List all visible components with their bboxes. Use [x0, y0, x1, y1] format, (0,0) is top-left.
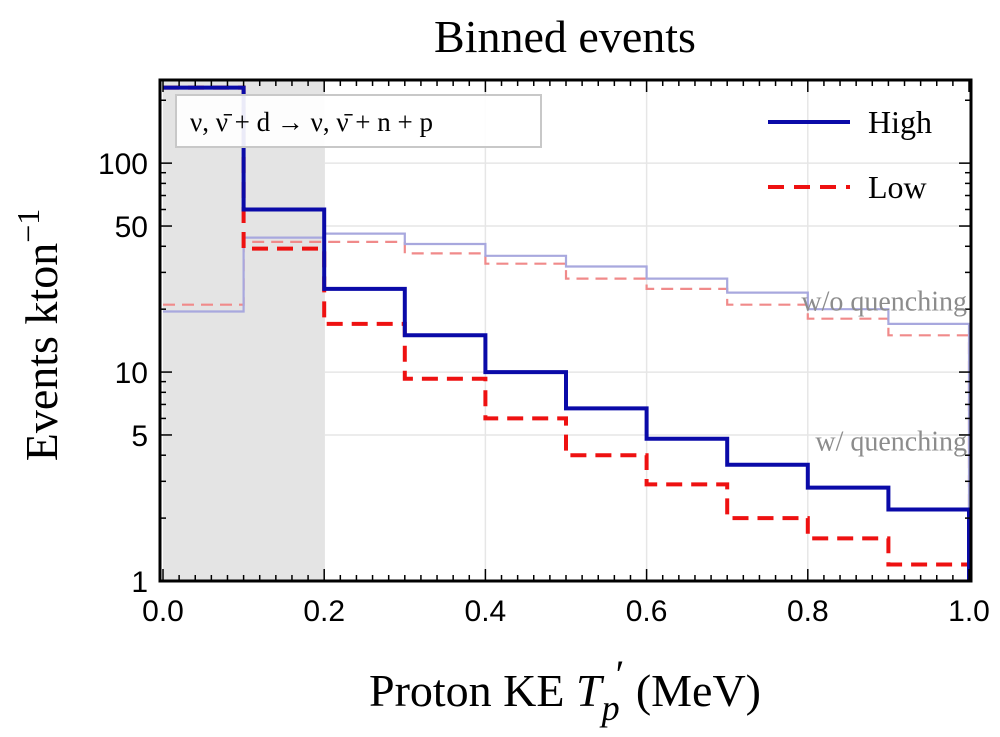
reaction-label-box: ν, ν̄ + d → ν, ν̄ + n + p: [175, 94, 542, 148]
series-unquenched-low-line: [163, 240, 971, 581]
y-tick-label: 1: [131, 566, 148, 599]
chart-title: Binned events: [434, 11, 696, 62]
y-tick-label: 100: [98, 148, 148, 181]
x-tick-label: 0.2: [303, 595, 345, 628]
ticks: [160, 80, 971, 582]
y-tick-label: 10: [115, 357, 148, 390]
x-tick-label: 0.6: [626, 595, 668, 628]
x-tick-labels: 0.0 0.2 0.4 0.6 0.8 1.0: [142, 595, 990, 628]
y-tick-label: 50: [115, 211, 148, 244]
legend-label-low: Low: [868, 169, 927, 205]
x-tick-label: 0.4: [465, 595, 507, 628]
x-tick-label: 0.0: [142, 595, 184, 628]
x-tick-label: 1.0: [948, 595, 990, 628]
y-tick-label: 5: [131, 420, 148, 453]
reaction-label: ν, ν̄ + d → ν, ν̄ + n + p: [190, 107, 433, 137]
x-tick-label: 0.8: [787, 595, 829, 628]
series-high-line: [163, 85, 971, 581]
annotation-without-quenching: w/o quenching: [801, 287, 967, 318]
series-layer: [163, 85, 971, 581]
y-axis-label: Events kton−1: [10, 209, 67, 462]
legend: High Low: [768, 104, 932, 205]
annotation-with-quenching: w/ quenching: [815, 427, 967, 458]
x-axis-label-prime: ′: [616, 652, 625, 697]
x-axis-label: Proton KE Tp′ (MeV): [369, 652, 761, 728]
y-tick-labels: 1 5 10 50 100: [98, 148, 148, 599]
legend-label-high: High: [868, 104, 932, 140]
